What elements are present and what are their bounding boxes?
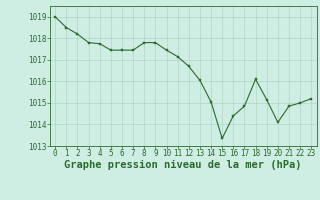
X-axis label: Graphe pression niveau de la mer (hPa): Graphe pression niveau de la mer (hPa) <box>64 160 302 170</box>
